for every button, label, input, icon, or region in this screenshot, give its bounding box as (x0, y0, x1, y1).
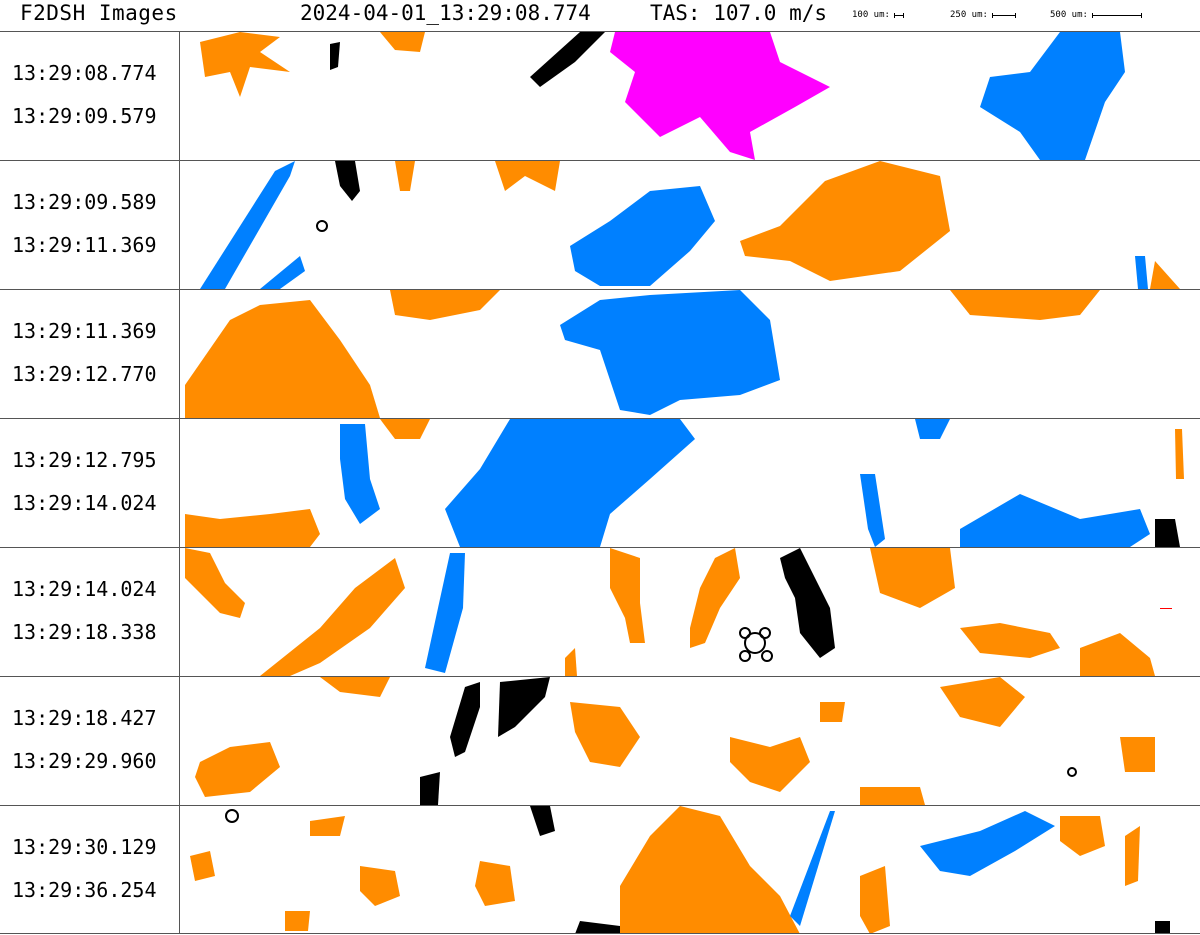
strip-time-label: 13:29:09.589 13:29:11.369 (0, 161, 180, 289)
scale-label-100: 100 um: (852, 10, 890, 20)
strip-end-time: 13:29:14.024 (12, 491, 157, 515)
strip-end-time: 13:29:09.579 (12, 104, 157, 128)
scale-bar-250-line (991, 12, 1016, 18)
image-strip-4: 13:29:12.795 13:29:14.024 (0, 418, 1200, 547)
particle-image-area (180, 419, 1200, 547)
strip-time-label: 13:29:30.129 13:29:36.254 (0, 806, 180, 934)
strip-time-label: 13:29:12.795 13:29:14.024 (0, 419, 180, 547)
strip-start-time: 13:29:11.369 (12, 319, 157, 343)
strip-end-time: 13:29:12.770 (12, 362, 157, 386)
scale-bar-100-line (893, 12, 904, 18)
scale-bar-500: 500 um: (1050, 10, 1142, 20)
strip-time-label: 13:29:11.369 13:29:12.770 (0, 290, 180, 418)
strip-start-time: 13:29:18.427 (12, 706, 157, 730)
strip-time-label: 13:29:14.024 13:29:18.338 (0, 548, 180, 676)
page-title: F2DSH Images (20, 1, 178, 25)
strip-end-time: 13:29:11.369 (12, 233, 157, 257)
particle-image-area (180, 290, 1200, 418)
true-airspeed: TAS: 107.0 m/s (650, 1, 828, 25)
strip-time-label: 13:29:08.774 13:29:09.579 (0, 32, 180, 160)
strip-start-time: 13:29:09.589 (12, 190, 157, 214)
image-strip-3: 13:29:11.369 13:29:12.770 (0, 289, 1200, 418)
particle-image-area (180, 32, 1200, 160)
particle-image-area (180, 161, 1200, 289)
scale-bar-250: 250 um: (950, 10, 1016, 20)
particle-image-area (180, 806, 1200, 934)
image-strip-5: 13:29:14.024 13:29:18.338 (0, 547, 1200, 676)
strip-start-time: 13:29:14.024 (12, 577, 157, 601)
scale-label-500: 500 um: (1050, 10, 1088, 20)
scale-bar-100: 100 um: (852, 10, 904, 20)
scale-bar-500-line (1091, 12, 1142, 18)
strip-start-time: 13:29:12.795 (12, 448, 157, 472)
strip-start-time: 13:29:30.129 (12, 835, 157, 859)
particle-image-area (180, 677, 1200, 805)
image-strip-1: 13:29:08.774 13:29:09.579 (0, 31, 1200, 160)
strip-end-time: 13:29:18.338 (12, 620, 157, 644)
image-strip-6: 13:29:18.427 13:29:29.960 (0, 676, 1200, 805)
strip-end-time: 13:29:36.254 (12, 878, 157, 902)
strip-end-time: 13:29:29.960 (12, 749, 157, 773)
header: F2DSH Images 2024-04-01_13:29:08.774 TAS… (0, 0, 1200, 30)
strip-time-label: 13:29:18.427 13:29:29.960 (0, 677, 180, 805)
header-timestamp: 2024-04-01_13:29:08.774 (300, 1, 591, 25)
bottom-border (0, 933, 1200, 934)
strip-start-time: 13:29:08.774 (12, 61, 157, 85)
image-strip-7: 13:29:30.129 13:29:36.254 (0, 805, 1200, 934)
particle-image-area (180, 548, 1200, 676)
scale-label-250: 250 um: (950, 10, 988, 20)
image-strip-2: 13:29:09.589 13:29:11.369 (0, 160, 1200, 289)
